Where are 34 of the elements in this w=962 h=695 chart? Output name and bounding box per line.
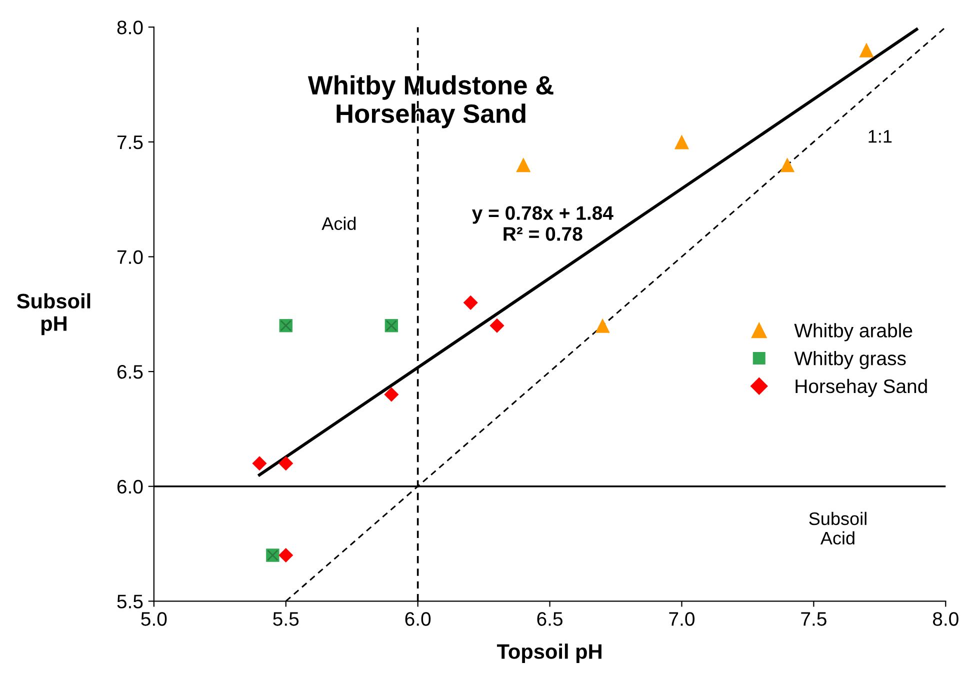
annotation: 1:1 [868, 130, 892, 143]
point [490, 318, 504, 333]
point [252, 456, 267, 471]
y-axis-title: Subsoil pH [16, 293, 90, 336]
x-tick-label: 6.0 [405, 612, 431, 626]
y-tick-label: 7.0 [117, 250, 143, 264]
annotation: y = 0.78x + 1.84 R² = 0.78 [472, 206, 614, 241]
point [595, 318, 610, 333]
point [674, 134, 690, 150]
point [384, 387, 399, 402]
y-tick-label: 6.0 [117, 480, 143, 494]
point [859, 42, 874, 58]
x-tick-label: 8.0 [932, 612, 958, 626]
point [278, 548, 294, 563]
text: Whitby Mudstone & Horsehay Sand [308, 75, 554, 128]
point [780, 158, 795, 172]
y-tick-label: 5.5 [117, 594, 143, 608]
x-tick-label: 7.0 [669, 612, 694, 626]
x-tick-label: 5.0 [141, 612, 167, 626]
y-tick-label: 7.5 [117, 136, 143, 150]
legend-label: Horsehay Sand [796, 378, 927, 397]
x-tick-label: 5.5 [273, 612, 299, 626]
annotation: Acid [322, 216, 356, 230]
legend-label: Whitby grass [794, 351, 906, 370]
x-tick-label: 7.5 [801, 612, 826, 626]
x-axis-title: Topsoil pH [496, 644, 602, 664]
annotation: Subsoil Acid [809, 512, 866, 545]
point [463, 295, 478, 310]
y-tick-label: 8.0 [117, 20, 143, 34]
point [278, 456, 294, 471]
x-tick-label: 6.5 [537, 612, 562, 626]
y-tick-label: 6.5 [117, 365, 143, 379]
legend-label: Whitby arable [794, 323, 912, 342]
point [516, 158, 531, 172]
